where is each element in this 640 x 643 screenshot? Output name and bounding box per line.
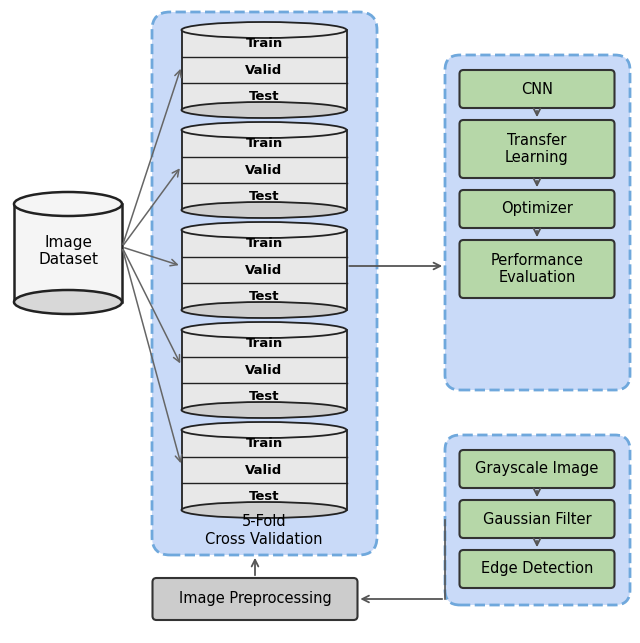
Ellipse shape: [182, 22, 346, 38]
Text: Valid: Valid: [245, 363, 283, 377]
Ellipse shape: [182, 422, 346, 438]
FancyBboxPatch shape: [460, 240, 614, 298]
Text: Image
Dataset: Image Dataset: [38, 235, 98, 267]
Text: Grayscale Image: Grayscale Image: [476, 462, 598, 476]
FancyBboxPatch shape: [445, 55, 630, 390]
Ellipse shape: [182, 502, 346, 518]
Text: Test: Test: [249, 190, 279, 203]
FancyBboxPatch shape: [460, 450, 614, 488]
FancyBboxPatch shape: [460, 550, 614, 588]
FancyBboxPatch shape: [152, 578, 358, 620]
Bar: [182, 130, 346, 210]
Text: Valid: Valid: [245, 163, 283, 176]
Text: Gaussian Filter: Gaussian Filter: [483, 511, 591, 527]
Text: 5-Fold: 5-Fold: [242, 514, 286, 529]
Text: Test: Test: [249, 290, 279, 303]
FancyBboxPatch shape: [460, 190, 614, 228]
Text: Edge Detection: Edge Detection: [481, 561, 593, 577]
Text: Valid: Valid: [245, 464, 283, 476]
FancyBboxPatch shape: [460, 500, 614, 538]
Ellipse shape: [14, 192, 122, 216]
Text: CNN: CNN: [521, 82, 553, 96]
Ellipse shape: [182, 302, 346, 318]
Ellipse shape: [14, 290, 122, 314]
FancyBboxPatch shape: [460, 70, 614, 108]
FancyBboxPatch shape: [460, 120, 614, 178]
Text: Performance
Evaluation: Performance Evaluation: [491, 253, 584, 285]
Bar: [182, 430, 346, 510]
Ellipse shape: [182, 402, 346, 418]
Bar: [182, 230, 346, 310]
Text: Test: Test: [249, 490, 279, 503]
FancyBboxPatch shape: [152, 12, 377, 555]
Text: Train: Train: [245, 137, 283, 150]
Text: Train: Train: [245, 237, 283, 250]
Text: Test: Test: [249, 390, 279, 403]
Text: Image Preprocessing: Image Preprocessing: [179, 592, 332, 606]
Ellipse shape: [182, 122, 346, 138]
Bar: [182, 30, 346, 110]
Ellipse shape: [182, 222, 346, 238]
Text: Train: Train: [245, 337, 283, 350]
Ellipse shape: [182, 322, 346, 338]
Bar: [14, 204, 122, 302]
Text: Cross Validation: Cross Validation: [205, 532, 323, 547]
Text: Optimizer: Optimizer: [501, 201, 573, 217]
Text: Test: Test: [249, 90, 279, 103]
Ellipse shape: [182, 102, 346, 118]
Text: Train: Train: [245, 37, 283, 50]
Text: Train: Train: [245, 437, 283, 450]
Text: Valid: Valid: [245, 264, 283, 276]
Ellipse shape: [182, 202, 346, 218]
FancyBboxPatch shape: [445, 435, 630, 605]
Bar: [182, 330, 346, 410]
Text: Valid: Valid: [245, 64, 283, 77]
Text: Transfer
Learning: Transfer Learning: [505, 133, 569, 165]
